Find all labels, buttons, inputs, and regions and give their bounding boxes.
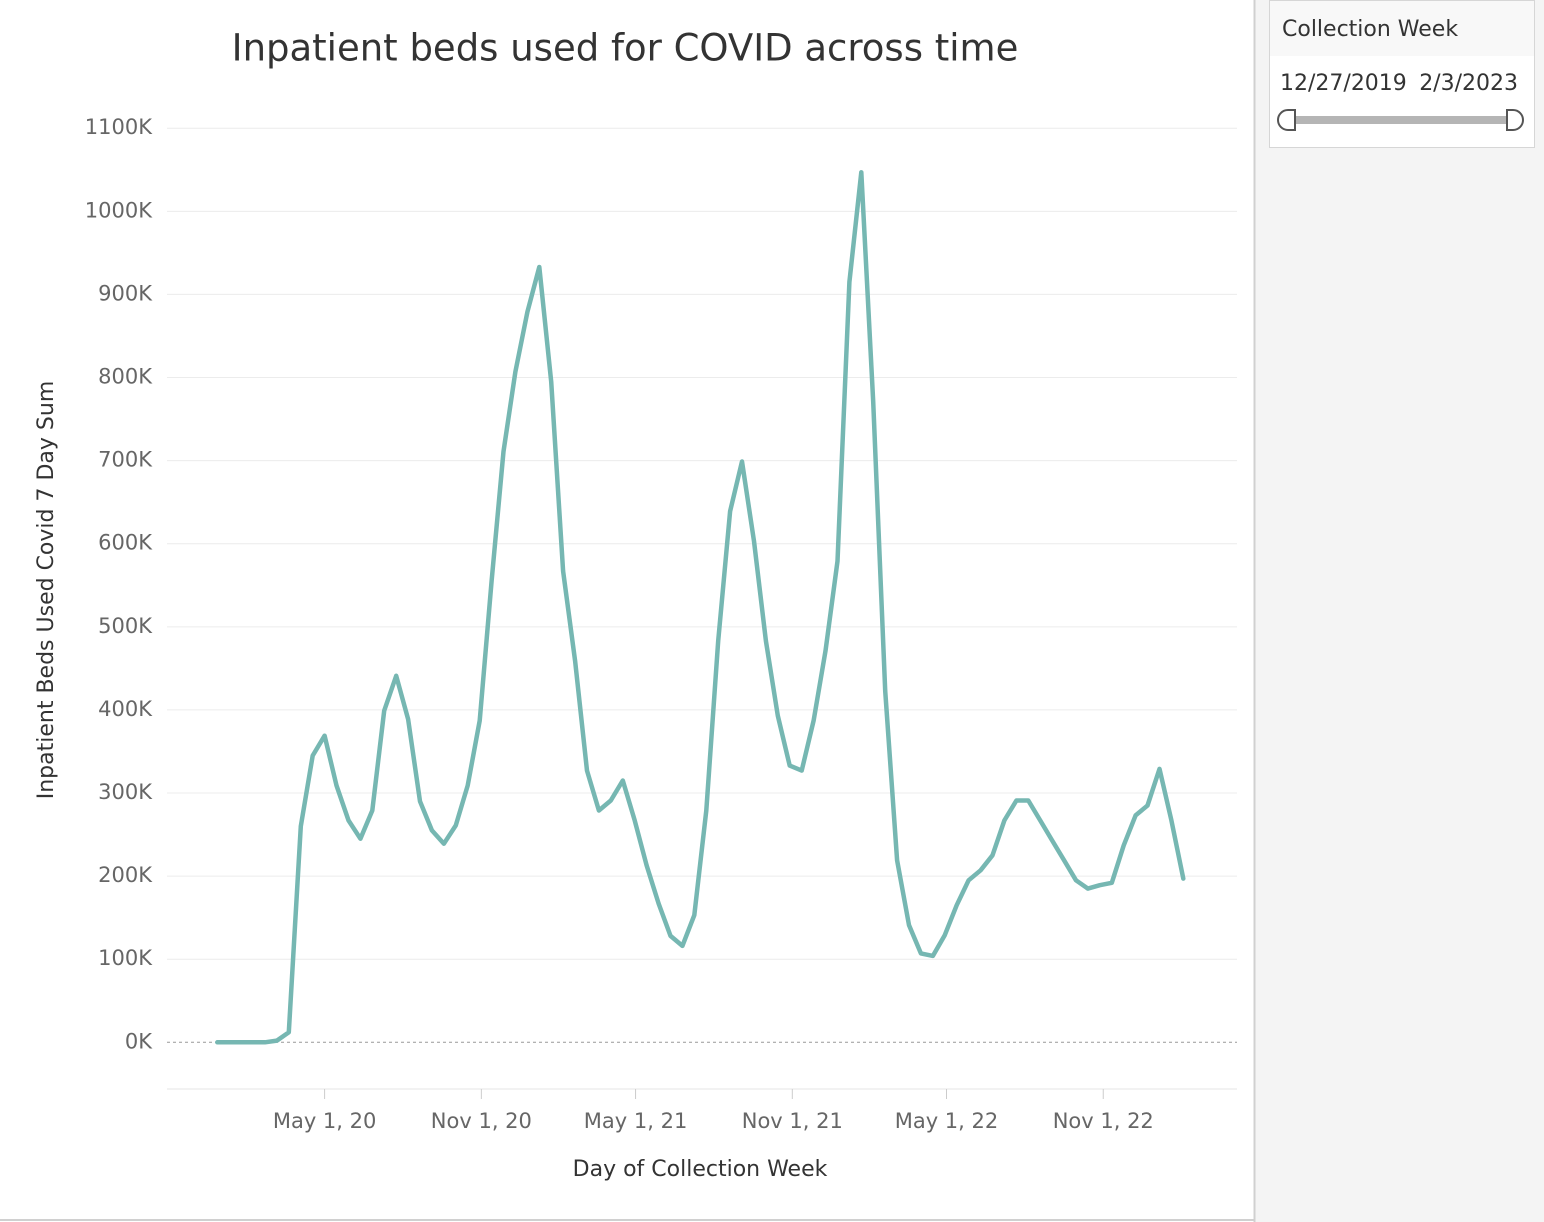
y-tick-label: 1000K	[85, 198, 153, 222]
y-tick-label: 400K	[98, 697, 153, 721]
y-tick-label: 1100K	[85, 115, 153, 139]
line-series	[215, 170, 1186, 1045]
x-tick-label: Nov 1, 22	[1053, 1109, 1154, 1133]
y-tick-label: 700K	[98, 448, 153, 472]
filter-title: Collection Week	[1282, 17, 1458, 42]
x-tick-label: Nov 1, 20	[431, 1109, 532, 1133]
filter-header	[1270, 1, 1534, 56]
slider-track	[1288, 116, 1514, 124]
y-tick-label: 0K	[125, 1029, 153, 1053]
x-tick-label: May 1, 20	[273, 1109, 377, 1133]
filter-start[interactable]: 12/27/2019	[1280, 71, 1407, 96]
chart-title: Inpatient beds used for COVID across tim…	[232, 27, 1019, 70]
x-tick-label: May 1, 22	[895, 1109, 999, 1133]
x-tick-label: Nov 1, 21	[742, 1109, 843, 1133]
y-tick-label: 900K	[98, 281, 153, 305]
side-panel	[1255, 0, 1544, 1222]
slider-end-handle[interactable]	[1506, 109, 1524, 131]
y-tick-label: 600K	[98, 531, 153, 555]
y-axis-title: Inpatient Beds Used Covid 7 Day Sum	[34, 381, 59, 800]
x-axis-title: Day of Collection Week	[573, 1157, 828, 1182]
y-tick-label: 800K	[98, 365, 153, 389]
y-tick-label: 200K	[98, 863, 153, 887]
y-tick-label: 300K	[98, 780, 153, 804]
y-tick-label: 100K	[98, 946, 153, 970]
x-tick-label: May 1, 21	[584, 1109, 688, 1133]
y-tick-label: 500K	[98, 614, 153, 638]
filter-end[interactable]: 2/3/2023	[1419, 71, 1518, 96]
slider-start-handle[interactable]	[1277, 109, 1296, 131]
